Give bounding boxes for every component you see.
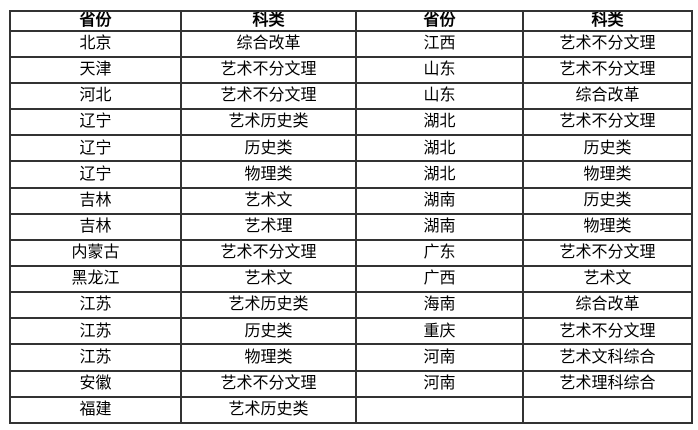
category-cell: 艺术历史类 bbox=[180, 395, 357, 425]
category-cell: 历史类 bbox=[522, 134, 693, 163]
category-cell: 艺术不分文理 bbox=[522, 29, 693, 58]
province-cell: 广东 bbox=[355, 238, 524, 268]
province-cell: 山东 bbox=[355, 55, 524, 84]
table-row: 北京 综合改革 江西 艺术不分文理 bbox=[9, 29, 693, 58]
table-body: 北京 综合改革 江西 艺术不分文理 天津 艺术不分文理 山东 艺术不分文理 河北 艺术不分文理 山东… bbox=[9, 29, 693, 425]
table-row: 江苏 艺术历史类 海南 综合改革 bbox=[9, 291, 693, 320]
category-cell: 物理类 bbox=[522, 212, 693, 241]
category-cell: 艺术理 bbox=[180, 212, 357, 241]
province-cell: 江苏 bbox=[9, 291, 182, 320]
column-header-province-left: 省份 bbox=[9, 10, 182, 32]
province-cell: 江苏 bbox=[9, 317, 182, 346]
category-cell: 历史类 bbox=[180, 134, 357, 163]
table-row: 江苏 历史类 重庆 艺术不分文理 bbox=[9, 317, 693, 346]
category-cell: 物理类 bbox=[180, 343, 357, 372]
province-cell: 福建 bbox=[9, 395, 182, 425]
province-cell: 辽宁 bbox=[9, 108, 182, 137]
category-cell: 艺术不分文理 bbox=[522, 108, 693, 137]
province-cell: 海南 bbox=[355, 291, 524, 320]
table-row: 福建 艺术历史类 bbox=[9, 395, 693, 425]
category-cell: 物理类 bbox=[180, 160, 357, 189]
province-cell: 辽宁 bbox=[9, 160, 182, 189]
category-cell: 艺术不分文理 bbox=[180, 81, 357, 111]
province-cell: 湖北 bbox=[355, 160, 524, 189]
category-cell: 艺术不分文理 bbox=[180, 238, 357, 268]
province-cell: 黑龙江 bbox=[9, 264, 182, 294]
column-header-province-right: 省份 bbox=[355, 10, 524, 32]
province-cell: 河南 bbox=[355, 343, 524, 372]
category-cell: 历史类 bbox=[522, 186, 693, 215]
table-header: 省份 科类 省份 科类 bbox=[9, 10, 693, 32]
table-row: 辽宁 历史类 湖北 历史类 bbox=[9, 134, 693, 163]
column-header-category-right: 科类 bbox=[522, 10, 693, 32]
province-cell: 重庆 bbox=[355, 317, 524, 346]
province-cell: 山东 bbox=[355, 81, 524, 111]
category-cell: 艺术不分文理 bbox=[522, 317, 693, 346]
province-cell: 天津 bbox=[9, 55, 182, 84]
table-row: 安徽 艺术不分文理 河南 艺术理科综合 bbox=[9, 369, 693, 398]
category-cell: 艺术不分文理 bbox=[522, 238, 693, 268]
province-cell: 北京 bbox=[9, 29, 182, 58]
category-cell: 艺术理科综合 bbox=[522, 369, 693, 398]
province-cell: 广西 bbox=[355, 264, 524, 294]
column-header-category-left: 科类 bbox=[180, 10, 357, 32]
category-cell: 历史类 bbox=[180, 317, 357, 346]
table-row: 吉林 艺术理 湖南 物理类 bbox=[9, 212, 693, 241]
category-cell: 艺术文 bbox=[180, 264, 357, 294]
category-cell: 艺术不分文理 bbox=[522, 55, 693, 84]
province-cell: 河北 bbox=[9, 81, 182, 111]
category-cell: 艺术文科综合 bbox=[522, 343, 693, 372]
category-cell: 综合改革 bbox=[180, 29, 357, 58]
table-row: 江苏 物理类 河南 艺术文科综合 bbox=[9, 343, 693, 372]
table-row: 辽宁 物理类 湖北 物理类 bbox=[9, 160, 693, 189]
province-cell: 湖北 bbox=[355, 134, 524, 163]
table-row: 河北 艺术不分文理 山东 综合改革 bbox=[9, 81, 693, 111]
category-cell: 艺术不分文理 bbox=[180, 55, 357, 84]
province-cell: 内蒙古 bbox=[9, 238, 182, 268]
province-cell: 河南 bbox=[355, 369, 524, 398]
province-cell: 辽宁 bbox=[9, 134, 182, 163]
province-category-table: 省份 科类 省份 科类 北京 综合改革 江西 艺术不分文理 天津 艺术不分文理 山东 艺术不分… bbox=[9, 10, 693, 425]
province-cell: 江西 bbox=[355, 29, 524, 58]
province-cell: 湖南 bbox=[355, 212, 524, 241]
table-row: 内蒙古 艺术不分文理 广东 艺术不分文理 bbox=[9, 238, 693, 268]
category-cell: 综合改革 bbox=[522, 81, 693, 111]
category-cell: 艺术文 bbox=[522, 264, 693, 294]
province-cell: 湖北 bbox=[355, 108, 524, 137]
category-cell: 艺术文 bbox=[180, 186, 357, 215]
category-cell: 物理类 bbox=[522, 160, 693, 189]
category-cell: 综合改革 bbox=[522, 291, 693, 320]
province-cell: 吉林 bbox=[9, 212, 182, 241]
table-row: 天津 艺术不分文理 山东 艺术不分文理 bbox=[9, 55, 693, 84]
category-cell: 艺术不分文理 bbox=[180, 369, 357, 398]
category-cell: 艺术历史类 bbox=[180, 291, 357, 320]
province-cell bbox=[355, 395, 524, 425]
category-cell: 艺术历史类 bbox=[180, 108, 357, 137]
table-row: 吉林 艺术文 湖南 历史类 bbox=[9, 186, 693, 215]
province-cell: 吉林 bbox=[9, 186, 182, 215]
province-cell: 湖南 bbox=[355, 186, 524, 215]
province-cell: 江苏 bbox=[9, 343, 182, 372]
category-cell bbox=[522, 395, 693, 425]
table-row: 辽宁 艺术历史类 湖北 艺术不分文理 bbox=[9, 108, 693, 137]
header-row: 省份 科类 省份 科类 bbox=[9, 10, 693, 32]
table-row: 黑龙江 艺术文 广西 艺术文 bbox=[9, 264, 693, 294]
province-cell: 安徽 bbox=[9, 369, 182, 398]
